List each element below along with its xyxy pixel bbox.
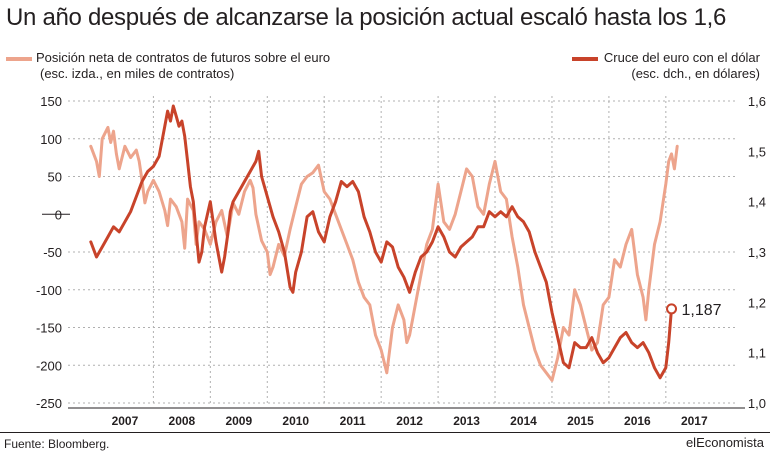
annotation-label: 1,187 — [682, 302, 722, 319]
legend-positions-unit: (esc. izda., en miles de contratos) — [40, 66, 235, 81]
legend-positions: Posición neta de contratos de futuros so… — [6, 50, 330, 82]
x-tick-label: 2009 — [225, 414, 252, 428]
legend-positions-label: Posición neta de contratos de futuros so… — [36, 50, 331, 65]
x-tick-label: 2013 — [453, 414, 480, 428]
brand-logo: elEconomista — [685, 435, 764, 450]
y-right-tick-label: 1,5 — [748, 144, 766, 159]
footer-rule — [0, 432, 770, 433]
x-tick-label: 2010 — [282, 414, 309, 428]
y-left-tick-label: 50 — [48, 170, 62, 185]
y-left-tick-label: -150 — [36, 321, 62, 336]
x-tick-label: 2017 — [681, 414, 708, 428]
x-tick-label: 2011 — [340, 414, 366, 428]
source-note: Fuente: Bloomberg. — [4, 437, 110, 451]
y-right-tick-label: 1,3 — [748, 245, 766, 260]
y-left-tick-label: 100 — [40, 132, 62, 147]
x-tick-label: 2014 — [510, 414, 537, 428]
legend-eurusd-unit: (esc. dch., en dólares) — [631, 66, 760, 81]
x-tick-label: 2015 — [567, 414, 594, 428]
y-left-tick-label: -100 — [36, 283, 62, 298]
y-left-tick-label: -200 — [36, 358, 62, 373]
y-left-tick-label: -50 — [43, 245, 62, 260]
legend-eurusd-label: Cruce del euro con el dólar — [603, 50, 760, 65]
series-line-positions — [89, 125, 679, 382]
legend-positions-swatch — [6, 56, 32, 61]
y-right-tick-label: 1,2 — [748, 295, 766, 310]
y-right-tick-label: 1,1 — [748, 346, 766, 361]
legend-eurusd-swatch — [571, 56, 598, 61]
y-right-tick-label: 1,4 — [748, 195, 766, 210]
x-tick-label: 2016 — [624, 414, 651, 428]
chart-title: Un año después de alcanzarse la posición… — [6, 4, 727, 31]
y-left-tick-label: -250 — [36, 396, 62, 411]
x-tick-label: 2012 — [396, 414, 423, 428]
y-right-tick-label: 1,6 — [748, 94, 766, 109]
y-right-tick-label: 1,0 — [748, 396, 766, 411]
x-tick-label: 2007 — [112, 414, 139, 428]
y-left-tick-label: 150 — [40, 94, 62, 109]
legend-eurusd: Cruce del euro con el dólar (esc. dch., … — [571, 50, 760, 82]
annotation-marker — [666, 303, 678, 315]
series-line-eurusd — [89, 104, 673, 380]
x-tick-label: 2008 — [169, 414, 196, 428]
